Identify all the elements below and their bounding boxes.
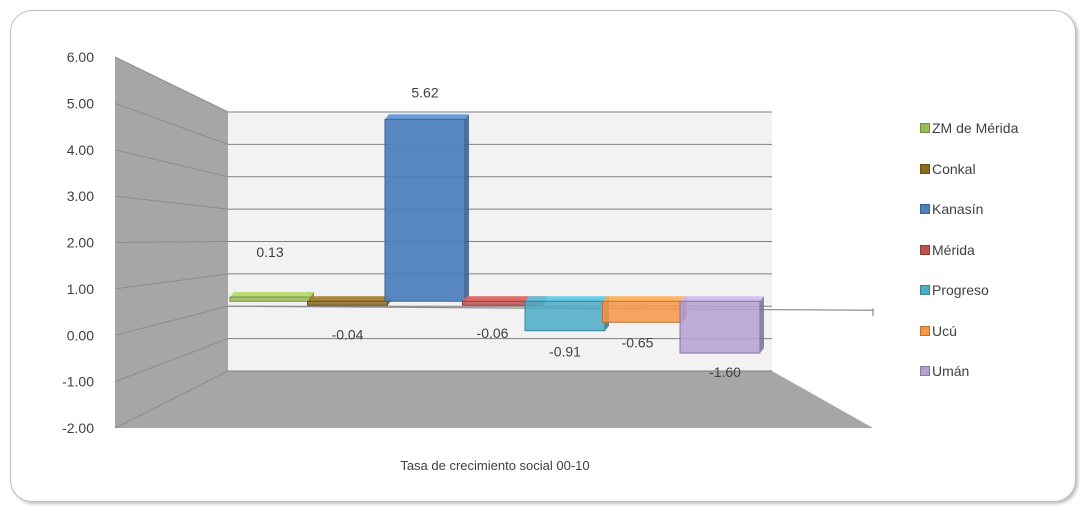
side-gridline — [114, 149, 229, 178]
bar — [524, 296, 609, 332]
legend-item: Mérida — [920, 230, 1070, 271]
legend-swatch — [920, 204, 930, 215]
bar-front — [384, 118, 466, 302]
bar-top — [525, 296, 609, 302]
bar-top — [602, 296, 687, 302]
side-gridline — [114, 56, 229, 113]
bar-front — [602, 300, 683, 323]
data-label: -0.04 — [332, 327, 364, 343]
bar-top — [680, 296, 764, 302]
legend-label: Mérida — [932, 241, 975, 258]
y-tick-label: 5.00 — [67, 95, 94, 111]
bar-front — [229, 296, 311, 302]
legend-item: Ucú — [920, 311, 1070, 352]
side-gridline — [114, 273, 229, 290]
data-label: -0.91 — [549, 344, 581, 360]
bars — [229, 114, 764, 354]
legend-label: ZM de Mérida — [932, 120, 1019, 137]
y-tick-label: 2.00 — [67, 235, 94, 251]
data-labels: 0.13 -0.04 5.62 -0.06 -0.91 -0.65 -1.60 — [256, 84, 741, 380]
y-tick-label: 6.00 — [67, 49, 94, 65]
legend-item: ZM de Mérida — [920, 108, 1070, 149]
bar — [229, 292, 314, 302]
bar-side — [465, 114, 469, 302]
y-tick-label: 4.00 — [67, 142, 94, 158]
y-axis-ticks: 6.00 5.00 4.00 3.00 2.00 1.00 0.00 -1.00 -2.00 — [62, 49, 94, 436]
legend-item: Progreso — [920, 270, 1070, 311]
bar-top — [385, 114, 469, 120]
bar-top — [230, 292, 314, 298]
y-tick-label: 3.00 — [67, 188, 94, 204]
legend-label: Progreso — [932, 282, 989, 299]
legend-item: Kanasín — [920, 189, 1070, 230]
y-tick-label: 1.00 — [67, 281, 94, 297]
data-label: -1.60 — [709, 364, 741, 380]
legend-item: Conkal — [920, 149, 1070, 190]
legend-label: Conkal — [932, 160, 976, 177]
bar — [307, 296, 392, 306]
legend-swatch — [920, 163, 930, 174]
legend-swatch — [920, 325, 930, 336]
side-gridline — [114, 102, 229, 145]
data-label: 5.62 — [411, 84, 438, 100]
bar — [679, 296, 764, 354]
data-label: -0.65 — [622, 334, 654, 350]
legend-label: Ucú — [932, 322, 957, 339]
y-tick-label: -2.00 — [62, 420, 94, 436]
legend-swatch — [920, 285, 930, 296]
bar — [602, 296, 687, 323]
legend-swatch — [920, 366, 930, 377]
y-tick-label: -1.00 — [62, 374, 94, 390]
bar-top — [462, 296, 547, 302]
data-label: 0.13 — [256, 244, 283, 260]
bar-front — [524, 300, 606, 332]
bar-top — [307, 296, 392, 302]
side-gridline — [114, 338, 229, 383]
x-axis-title: Tasa de crecimiento social 00-10 — [400, 458, 589, 473]
legend-item: Umán — [920, 351, 1070, 392]
legend-label: Kanasín — [932, 201, 984, 218]
y-tick-label: 0.00 — [67, 327, 94, 343]
floor — [115, 371, 873, 428]
side-gridline — [114, 195, 229, 210]
legend: ZM de Mérida Conkal Kanasín Mérida Progreso U… — [920, 108, 1070, 392]
legend-swatch — [920, 244, 930, 255]
data-label: -0.06 — [477, 325, 509, 341]
side-gridline — [114, 305, 229, 336]
legend-label: Umán — [932, 363, 970, 380]
side-gridline — [114, 370, 229, 429]
bar-side — [760, 296, 764, 354]
legend-swatch — [920, 123, 930, 134]
bar-front — [679, 300, 761, 354]
bar — [384, 114, 469, 302]
bar-front — [307, 300, 388, 306]
side-gridline — [114, 241, 229, 243]
gridlines — [114, 56, 874, 429]
